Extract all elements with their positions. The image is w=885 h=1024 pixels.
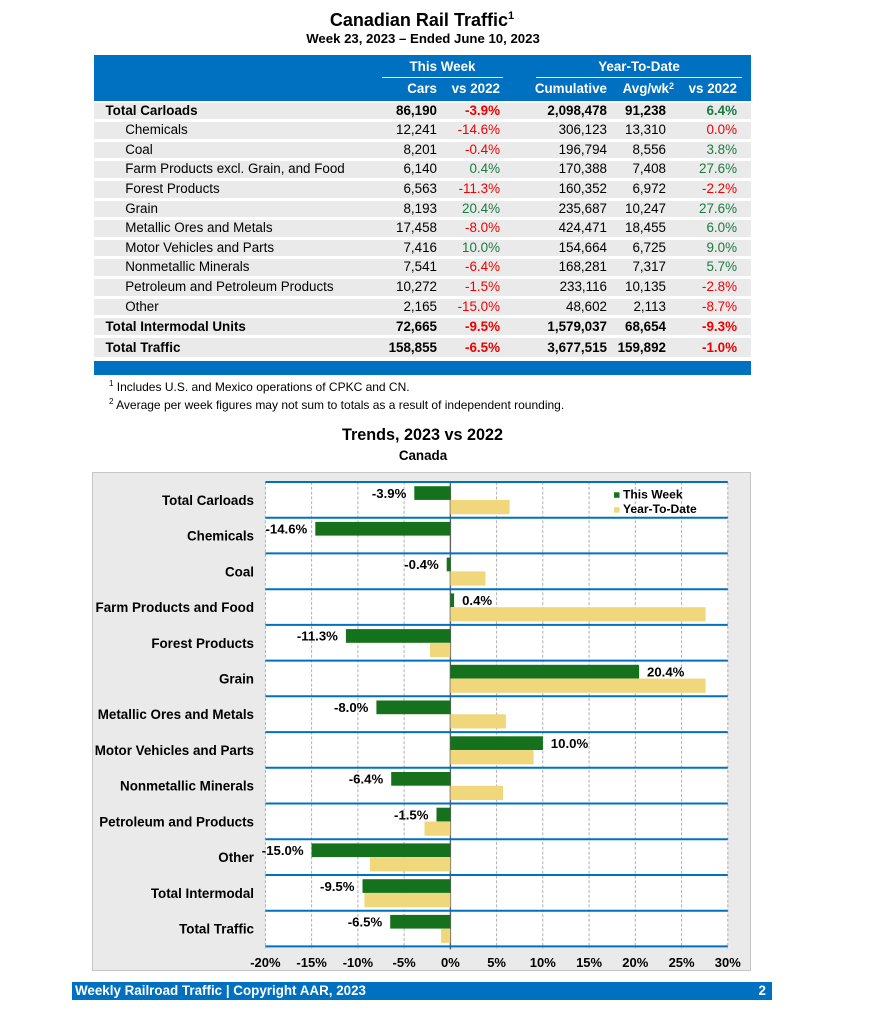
svg-text:Motor Vehicles and Parts: Motor Vehicles and Parts <box>95 743 254 758</box>
svg-text:-8.0%: -8.0% <box>334 700 369 715</box>
svg-text:20%: 20% <box>622 955 648 970</box>
svg-text:Nonmetallic Minerals: Nonmetallic Minerals <box>120 779 254 794</box>
svg-text:Metallic Ores and Metals: Metallic Ores and Metals <box>98 707 254 722</box>
svg-text:-5%: -5% <box>393 955 417 970</box>
svg-text:Year-To-Date: Year-To-Date <box>623 502 697 516</box>
svg-text:5%: 5% <box>487 955 506 970</box>
svg-text:Forest Products: Forest Products <box>151 636 254 651</box>
svg-text:25%: 25% <box>669 955 695 970</box>
svg-text:10.0%: 10.0% <box>551 736 589 751</box>
svg-text:-11.3%: -11.3% <box>297 629 338 644</box>
svg-text:-1.5%: -1.5% <box>394 807 429 822</box>
svg-text:-20%: -20% <box>250 955 281 970</box>
svg-text:0.4%: 0.4% <box>462 593 492 608</box>
svg-text:-10%: -10% <box>343 955 374 970</box>
svg-text:-15.0%: -15.0% <box>262 843 304 858</box>
svg-text:0%: 0% <box>441 955 460 970</box>
svg-text:This Week: This Week <box>623 487 683 501</box>
svg-text:20.4%: 20.4% <box>647 664 685 679</box>
svg-text:-0.4%: -0.4% <box>404 557 439 572</box>
svg-text:-14.6%: -14.6% <box>266 522 308 537</box>
svg-text:30%: 30% <box>715 955 741 970</box>
svg-text:-6.5%: -6.5% <box>348 915 383 930</box>
svg-text:-15%: -15% <box>296 955 327 970</box>
svg-text:10%: 10% <box>530 955 556 970</box>
svg-text:Other: Other <box>218 850 255 865</box>
svg-text:Petroleum and Products: Petroleum and Products <box>99 814 254 829</box>
svg-text:Grain: Grain <box>219 672 254 687</box>
svg-text:-3.9%: -3.9% <box>372 486 407 501</box>
svg-text:Total Traffic: Total Traffic <box>179 922 254 937</box>
svg-text:Chemicals: Chemicals <box>187 529 254 544</box>
svg-text:-9.5%: -9.5% <box>320 879 355 894</box>
svg-text:Total Carloads: Total Carloads <box>162 493 254 508</box>
svg-text:Farm Products and Food: Farm Products and Food <box>96 600 254 615</box>
svg-text:Total Intermodal: Total Intermodal <box>151 886 254 901</box>
svg-text:15%: 15% <box>576 955 602 970</box>
svg-text:-6.4%: -6.4% <box>349 772 384 787</box>
svg-text:Coal: Coal <box>225 564 254 579</box>
